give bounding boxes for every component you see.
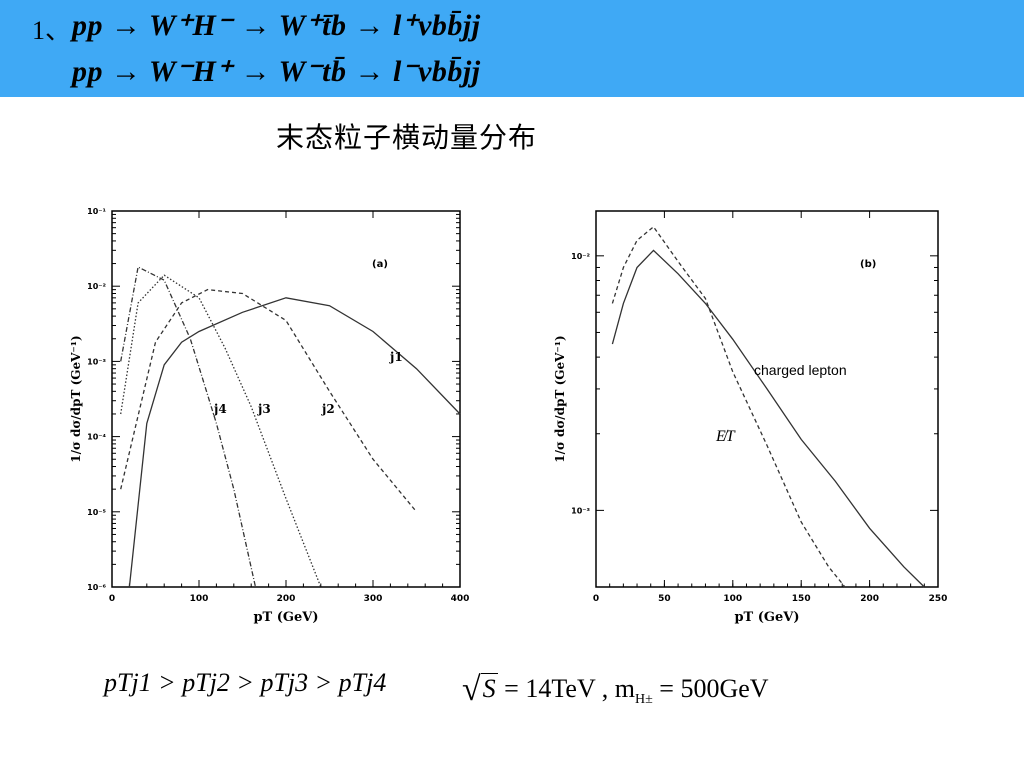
x-tick-label: 150 <box>792 594 811 604</box>
panel-label: (a) <box>372 259 388 270</box>
collision-params: √S = 14TeV , mH± = 500GeV <box>462 668 769 708</box>
series-label: j3 <box>257 402 271 416</box>
plot-frame <box>595 210 939 588</box>
series-label: j1 <box>389 350 403 364</box>
x-tick-label: 400 <box>451 594 470 604</box>
slide-subtitle: 末态粒子横动量分布 <box>276 121 538 154</box>
series-line-2 <box>611 225 846 588</box>
y-tick-label: 10⁻² <box>87 282 106 291</box>
x-tick-label: 250 <box>929 594 948 604</box>
mass-subscript: H± <box>634 692 653 708</box>
x-tick-label: 100 <box>723 594 742 604</box>
mass-value: = 500GeV <box>659 674 769 703</box>
series-line-1 <box>611 249 925 588</box>
plot-frame <box>111 210 461 588</box>
y-tick-label: 10⁻³ <box>571 506 590 515</box>
x-tick-label: 200 <box>277 594 296 604</box>
x-axis-label: pT (GeV) <box>253 610 318 625</box>
item-number: 1、 <box>32 16 72 45</box>
x-tick-label: 50 <box>658 594 671 604</box>
pt-ordering: pTj1 > pTj2 > pTj3 > pTj4 <box>104 668 386 698</box>
x-tick-label: 0 <box>109 594 115 604</box>
chart-panel-a: 0 100 200 300 400 10⁻¹ 10⁻² 10⁻³ 10⁻⁴ 10⁻⁵ 10⁻⁶ pT … <box>69 207 470 625</box>
sqrt-icon: √ <box>462 671 481 708</box>
y-tick-label: 10⁻⁴ <box>87 433 106 442</box>
series-label: j4 <box>213 402 227 416</box>
x-tick-label: 300 <box>364 594 383 604</box>
x-axis-label: pT (GeV) <box>734 610 799 625</box>
y-tick-label: 10⁻¹ <box>87 207 106 216</box>
equation-line-2: pp → W⁻H⁺ → W⁻tb̄ → l⁻νbb̄jj <box>72 55 481 88</box>
series-label: E̸T <box>715 428 736 445</box>
y-tick-label: 10⁻² <box>571 252 590 261</box>
x-tick-label: 100 <box>190 594 209 604</box>
series-line-1 <box>128 297 461 588</box>
chart-panel-b: 0 50 100 150 200 250 10⁻² 10⁻³ pT (GeV) 1/σ dσ/dp… <box>553 210 948 625</box>
x-tick-label: 0 <box>593 594 599 604</box>
y-tick-label: 10⁻⁶ <box>87 583 106 592</box>
equation-line-1: pp → W⁺H⁻ → W⁺t̄b → l⁺νbb̄jj <box>72 9 481 42</box>
header-bar: 1、 pp → W⁺H⁻ → W⁺t̄b → l⁺νbb̄jj pp → W⁻H… <box>0 0 1024 97</box>
y-axis-label: 1/σ dσ/dpT (GeV⁻¹) <box>553 335 567 462</box>
series-line-2 <box>120 288 418 513</box>
series-label: charged lepton <box>754 362 847 378</box>
series-label: j2 <box>321 402 335 416</box>
energy-text: = 14TeV , m <box>504 674 635 703</box>
sqrt-s: S <box>480 673 498 703</box>
y-tick-label: 10⁻³ <box>87 357 106 366</box>
pt-ordering-text: pTj1 > pTj2 > pTj3 > pTj4 <box>104 668 387 697</box>
y-axis-label: 1/σ dσ/dpT (GeV⁻¹) <box>69 335 83 462</box>
y-tick-label: 10⁻⁵ <box>87 508 106 517</box>
x-tick-label: 200 <box>860 594 879 604</box>
panel-label: (b) <box>860 259 876 270</box>
